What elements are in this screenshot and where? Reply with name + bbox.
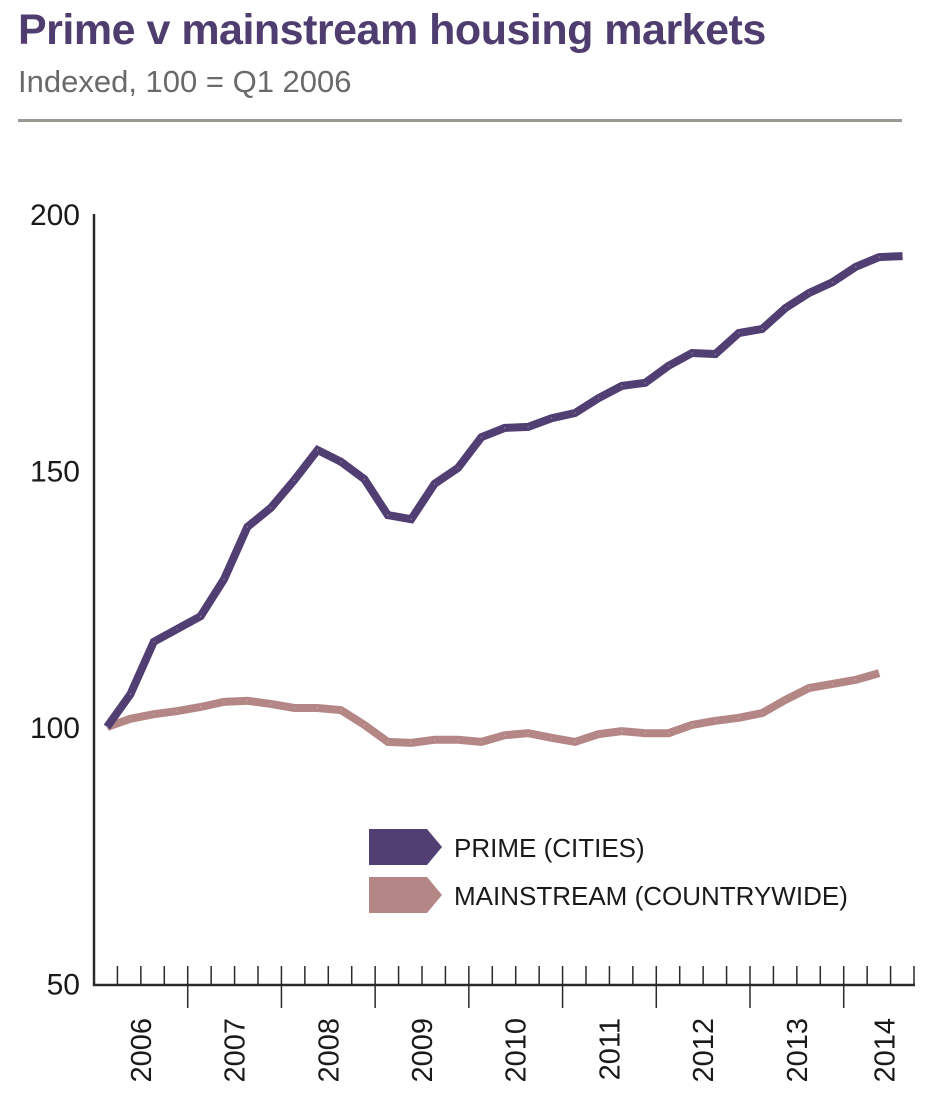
- prime-data-point: [785, 307, 787, 309]
- mainstream-data-point: [480, 741, 482, 743]
- mainstream-data-point: [363, 724, 365, 726]
- x-tick-label: 2013: [782, 1018, 814, 1083]
- mainstream-data-point: [855, 679, 857, 681]
- prime-data-point: [714, 353, 717, 355]
- mainstream-data-point: [761, 712, 763, 714]
- mainstream-data-point: [504, 734, 506, 736]
- prime-data-point: [668, 365, 670, 367]
- prime-data-point: [176, 628, 178, 630]
- prime-data-point: [200, 615, 202, 617]
- prime-data-point: [504, 427, 506, 429]
- mainstream-data-point: [270, 703, 272, 705]
- prime-data-point: [363, 478, 365, 480]
- x-tick-label: 2012: [688, 1018, 720, 1083]
- series-lines: [103, 252, 904, 747]
- prime-data-point: [644, 382, 646, 384]
- mainstream-data-point: [574, 741, 576, 743]
- mainstream-data-point: [457, 739, 459, 741]
- mainstream-data-point: [410, 742, 412, 744]
- mainstream-data-point: [691, 724, 693, 726]
- mainstream-data-point: [644, 732, 646, 734]
- mainstream-data-point: [738, 717, 740, 719]
- prime-data-point: [129, 693, 131, 695]
- legend: PRIME (CITIES) MAINSTREAM (COUNTRYWIDE): [369, 829, 848, 913]
- prime-data-point: [808, 292, 810, 294]
- x-tick-label: 2011: [594, 1018, 626, 1080]
- x-tick-label: 2007: [220, 1018, 252, 1083]
- prime-data-point: [410, 518, 412, 520]
- mainstream-data-point: [246, 700, 248, 702]
- legend-label-mainstream: MAINSTREAM (COUNTRYWIDE): [454, 881, 848, 911]
- mainstream-data-point: [551, 737, 553, 739]
- prime-data-point: [106, 726, 108, 728]
- x-tick-label: 2009: [407, 1018, 439, 1083]
- mainstream-data-point: [878, 672, 880, 674]
- x-axis-ticks: 2006 2007 2008 2009 2010 2011 2012 2013 2014: [116, 966, 915, 1083]
- mainstream-data-point: [597, 733, 600, 735]
- x-tick-label: 2006: [126, 1018, 158, 1083]
- mainstream-data-point: [153, 713, 155, 715]
- prime-data-point: [855, 266, 857, 268]
- prime-data-point: [317, 449, 319, 451]
- prime-data-point: [270, 507, 272, 509]
- mainstream-data-point: [317, 707, 319, 709]
- legend-swatch-mainstream: [369, 877, 442, 913]
- prime-data-point: [293, 479, 295, 481]
- prime-data-point: [738, 332, 740, 334]
- prime-data-point: [527, 426, 529, 428]
- prime-data-point: [434, 483, 436, 485]
- prime-data-point: [878, 256, 880, 258]
- axes: [92, 214, 915, 987]
- prime-data-point: [761, 328, 763, 330]
- prime-data-point: [480, 436, 482, 438]
- prime-data-point: [223, 578, 225, 580]
- y-tick-label: 150: [30, 456, 80, 489]
- y-tick-label: 100: [30, 712, 80, 745]
- mainstream-data-point: [434, 739, 436, 741]
- prime-data-point: [153, 641, 155, 643]
- legend-label-prime: PRIME (CITIES): [454, 833, 645, 863]
- y-tick-label: 50: [47, 969, 80, 1002]
- chart-title: Prime v mainstream housing markets: [18, 6, 766, 54]
- mainstream-data-point: [668, 732, 670, 734]
- prime-data-point: [831, 281, 834, 283]
- header-divider: [18, 119, 902, 122]
- mainstream-data-point: [293, 707, 295, 709]
- mainstream-data-point: [527, 732, 529, 734]
- mainstream-data-point: [200, 706, 202, 708]
- prime-data-point: [387, 514, 389, 516]
- mainstream-data-point: [340, 709, 342, 711]
- y-tick-label: 200: [30, 199, 80, 232]
- mainstream-data-point: [176, 710, 178, 712]
- prime-data-point: [621, 385, 623, 387]
- x-tick-label: 2010: [501, 1018, 533, 1083]
- prime-data-point: [902, 255, 904, 257]
- mainstream-data-point: [621, 730, 623, 732]
- mainstream-data-point: [808, 687, 810, 689]
- mainstream-data-point: [831, 683, 834, 685]
- x-tick-label: 2008: [313, 1018, 345, 1083]
- prime-data-point: [246, 526, 248, 528]
- mainstream-data-point: [714, 720, 717, 722]
- mainstream-data-point: [785, 699, 787, 701]
- prime-data-point: [574, 412, 576, 414]
- prime-series-line: [103, 252, 903, 730]
- mainstream-series-line: [105, 669, 881, 747]
- mainstream-data-point: [129, 718, 131, 720]
- prime-data-point: [457, 467, 459, 469]
- y-axis-ticks: 50 100 150 200: [30, 199, 80, 1002]
- chart-subtitle: Indexed, 100 = Q1 2006: [18, 64, 352, 99]
- mainstream-data-point: [387, 741, 389, 743]
- legend-swatch-prime: [369, 829, 442, 865]
- prime-data-point: [597, 397, 600, 399]
- mainstream-data-point: [223, 701, 225, 703]
- x-tick-label: 2014: [870, 1018, 902, 1083]
- prime-data-point: [340, 461, 342, 463]
- prime-data-point: [551, 417, 553, 419]
- prime-data-point: [691, 352, 693, 354]
